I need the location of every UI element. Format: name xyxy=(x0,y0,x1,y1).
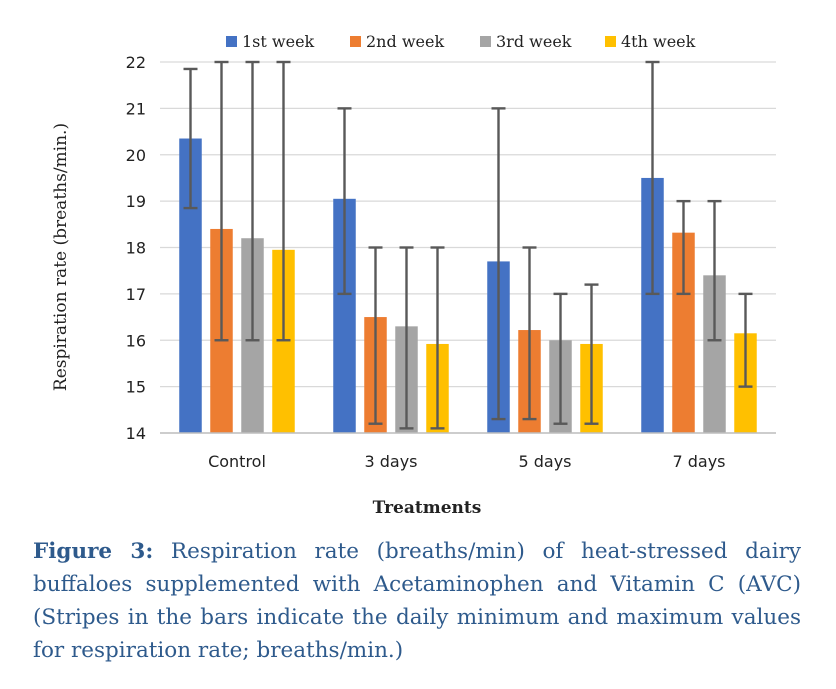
y-tick-label: 18 xyxy=(126,239,146,258)
figure-caption: Figure 3: Respiration rate (breaths/min)… xyxy=(33,535,801,667)
legend-swatch xyxy=(226,36,237,47)
legend-label: 1st week xyxy=(242,32,315,51)
bar xyxy=(333,198,356,433)
y-tick-label: 20 xyxy=(126,146,146,165)
y-tick-label: 17 xyxy=(126,285,146,304)
respiration-rate-chart: 14 15 16 17 18 19 20 21 22 Control 3 days 5 days 7 … xyxy=(51,32,776,518)
legend-swatch xyxy=(350,36,361,47)
y-tick-label: 19 xyxy=(126,192,146,211)
y-tick-label: 14 xyxy=(126,424,146,443)
y-tick-label: 21 xyxy=(126,99,146,118)
y-tick-label: 15 xyxy=(126,378,146,397)
bar xyxy=(672,232,695,433)
bar xyxy=(641,177,664,433)
x-tick-label: 5 days xyxy=(518,452,571,471)
legend-label: 4th week xyxy=(621,32,696,51)
caption-text: Respiration rate (breaths/min) of heat-s… xyxy=(33,539,801,663)
x-axis: Control 3 days 5 days 7 days xyxy=(160,432,776,471)
legend: 1st week 2nd week 3rd week 4th week xyxy=(226,32,696,51)
x-tick-label: 3 days xyxy=(364,452,417,471)
x-tick-label: 7 days xyxy=(672,452,725,471)
legend-swatch xyxy=(480,36,491,47)
y-axis-title: Respiration rate (breaths/min.) xyxy=(51,123,71,391)
x-tick-label: Control xyxy=(208,452,266,471)
y-tick-label: 16 xyxy=(126,331,146,350)
legend-label: 3rd week xyxy=(496,32,572,51)
y-axis: 14 15 16 17 18 19 20 21 22 xyxy=(126,53,146,443)
bars xyxy=(179,60,757,434)
legend-label: 2nd week xyxy=(366,32,444,51)
caption-label: Figure 3: xyxy=(33,539,154,564)
x-axis-title: Treatments xyxy=(373,498,482,518)
y-tick-label: 22 xyxy=(126,53,146,72)
bar xyxy=(703,275,726,433)
legend-swatch xyxy=(605,36,616,47)
bar xyxy=(179,138,202,434)
